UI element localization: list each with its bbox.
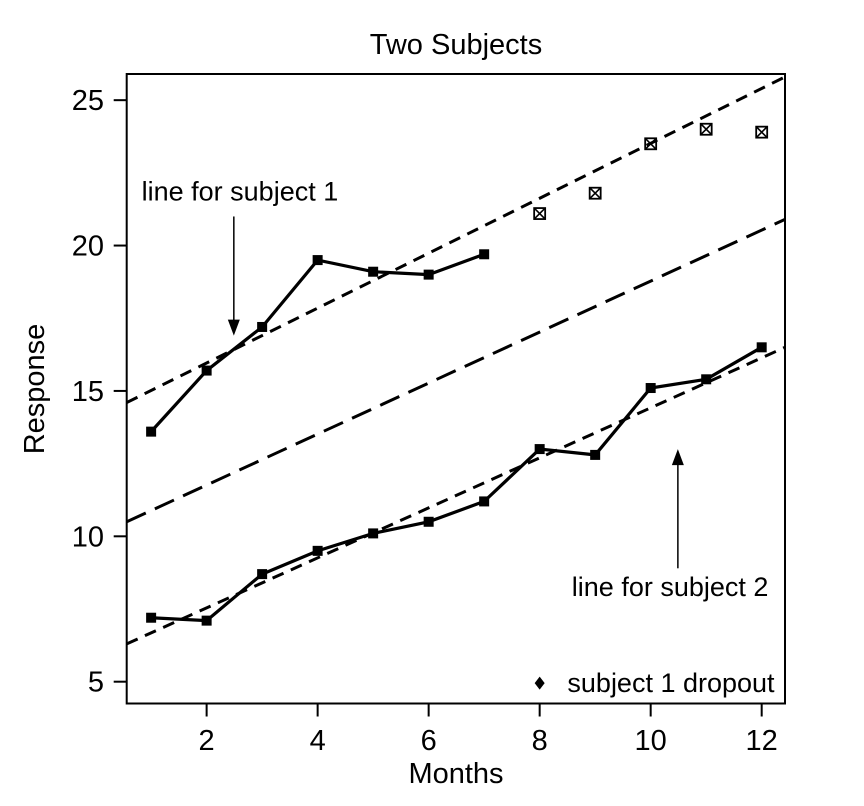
y-tick-label: 10	[72, 521, 104, 553]
marker-subject-1-observed	[146, 426, 157, 437]
series-line-fitted-line-subject-2	[126, 345, 786, 646]
marker-subject-2-observed	[479, 496, 490, 507]
marker-subject-2-observed	[423, 516, 434, 527]
annotation-subject1-label: line for subject 1	[142, 176, 339, 206]
marker-subject-2-observed	[534, 444, 545, 455]
y-tick-label: 20	[72, 231, 104, 263]
marker-subject-2-observed	[756, 342, 767, 353]
legend-label: subject 1 dropout	[567, 668, 775, 698]
marker-subject-1-observed	[312, 255, 323, 266]
annotation-arrow-head-subject1-label	[227, 319, 240, 336]
marker-subject-1-observed	[423, 269, 434, 280]
y-tick-label: 5	[88, 667, 104, 699]
marker-subject-2-observed	[201, 615, 212, 626]
x-tick-label: 6	[421, 725, 437, 757]
series-line-average-line	[126, 218, 786, 524]
marker-subject-1-dropout-cross	[755, 126, 768, 139]
x-tick-label: 8	[532, 725, 548, 757]
legend-marker	[534, 676, 545, 690]
marker-subject-2-observed	[312, 545, 323, 556]
annotation-subject2-label: line for subject 2	[572, 572, 769, 602]
series-line-fitted-line-subject-1	[126, 75, 786, 404]
x-tick-label: 2	[199, 725, 215, 757]
marker-subject-1-observed	[201, 365, 212, 376]
series-line-subject-1-observed	[149, 252, 485, 433]
series-line-subject-2-observed	[151, 345, 763, 623]
chart-title: Two Subjects	[370, 29, 542, 61]
plot-box	[125, 73, 786, 705]
marker-subject-2-observed	[590, 449, 601, 460]
marker-subject-2-observed	[701, 374, 712, 385]
marker-subject-1-observed	[368, 266, 379, 277]
y-tick-label: 15	[72, 376, 104, 408]
marker-subject-1-observed	[257, 321, 268, 332]
x-tick-label: 12	[746, 725, 778, 757]
y-tick-label: 25	[72, 85, 104, 117]
y-axis-label: Response	[19, 324, 51, 455]
marker-subject-1-dropout-cross	[589, 187, 602, 200]
x-axis-label: Months	[408, 758, 503, 790]
marker-subject-2-observed	[257, 569, 268, 580]
marker-subject-2-observed	[645, 383, 656, 394]
marker-subject-1-observed	[479, 249, 490, 260]
annotation-arrow-head-subject2-label	[671, 449, 684, 466]
marker-subject-2-observed	[146, 612, 157, 623]
x-tick-label: 10	[635, 725, 667, 757]
marker-subject-1-dropout-cross	[533, 207, 546, 220]
x-tick-label: 4	[310, 725, 326, 757]
plot-area: 2 4 6 8 10 12 5 10 15 20 25 line for subject 1 line …	[72, 73, 786, 757]
marker-subject-1-dropout-cross	[700, 123, 713, 136]
